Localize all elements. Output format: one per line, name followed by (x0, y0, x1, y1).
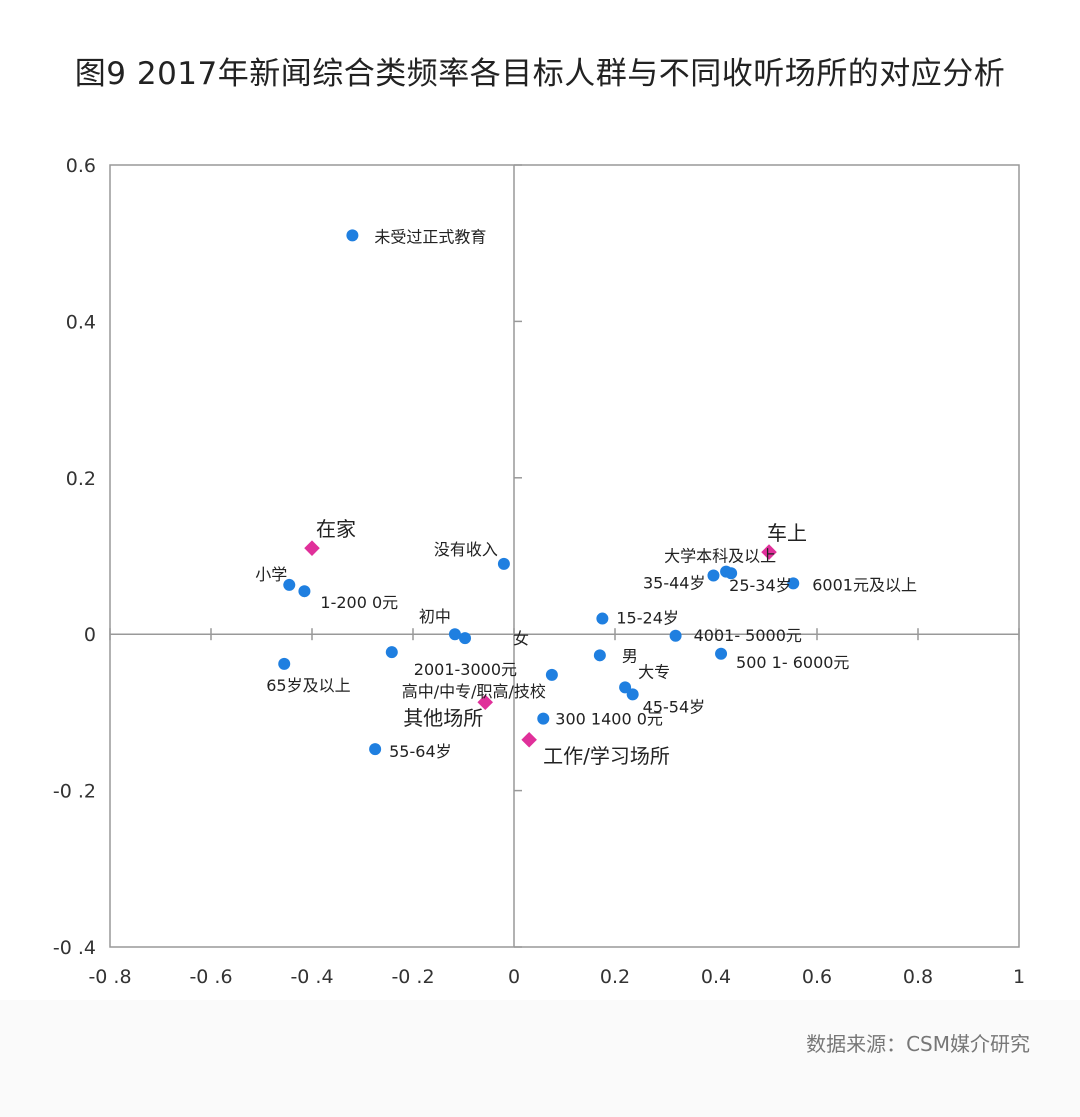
group-point (715, 647, 728, 660)
group-label: 300 1400 0元 (555, 710, 663, 729)
place-marker (304, 540, 320, 556)
group-label: 4001- 5000元 (694, 626, 802, 645)
x-tick-label: 0.8 (903, 966, 933, 988)
group-point (283, 578, 296, 591)
x-tick-label: -0 .8 (88, 966, 131, 988)
y-tick-label: 0.4 (66, 311, 96, 333)
group-label: 6001元及以上 (812, 575, 917, 594)
ticks-layer: -0 .8 -0 .6 -0 .4 -0 .2 0 0.2 0.4 0.6 0.8 1 -0 .4 -… (53, 155, 1025, 988)
group-label: 没有收入 (434, 540, 498, 559)
group-label: 小学 (255, 565, 287, 584)
place-label: 工作/学习场所 (543, 744, 670, 768)
group-label: 15-24岁 (616, 609, 679, 628)
place-marker (761, 544, 777, 560)
x-tick-label: -0 .4 (290, 966, 333, 988)
group-point (545, 668, 558, 681)
group-point (369, 743, 382, 756)
y-tick-label: -0 .4 (53, 937, 96, 959)
group-point (385, 646, 398, 659)
group-point (497, 557, 510, 570)
group-label: 1-200 0元 (320, 593, 398, 612)
group-label: 65岁及以上 (266, 676, 350, 695)
group-point (448, 628, 461, 641)
group-point (626, 688, 639, 701)
chart-title: 图9 2017年新闻综合类频率各目标人群与不同收听场所的对应分析 (74, 56, 1006, 92)
place-marker (521, 731, 537, 748)
place-label: 其他场所 (403, 706, 483, 730)
axes-layer (110, 165, 1019, 947)
x-tick-label: 0.4 (701, 966, 731, 988)
x-tick-label: -0 .2 (391, 966, 434, 988)
group-label: 女 (513, 629, 529, 648)
group-label: 2001-3000元 (414, 660, 517, 679)
data-source-note: 数据来源：CSM媒介研究 (806, 1032, 1030, 1056)
group-label: 男 (622, 646, 638, 665)
footer-band (0, 1000, 1080, 1117)
group-label: 初中 (419, 607, 451, 626)
group-label: 大专 (638, 662, 670, 681)
x-tick-label: 0.2 (600, 966, 630, 988)
group-label: 35-44岁 (643, 574, 706, 593)
y-tick-label: 0 (84, 624, 96, 646)
group-point (593, 649, 606, 662)
group-point (707, 569, 720, 582)
group-point (537, 712, 550, 725)
group-point (725, 567, 738, 580)
x-tick-label: -0 .6 (189, 966, 232, 988)
group-label: 高中/中专/职高/技校 (402, 682, 546, 701)
x-tick-label: 0 (508, 966, 520, 988)
x-tick-label: 0.6 (802, 966, 832, 988)
group-point (596, 612, 609, 625)
group-label: 500 1- 6000元 (736, 653, 849, 672)
group-label: 大学本科及以上 (664, 547, 776, 566)
group-point (459, 632, 472, 645)
x-tick-label: 1 (1013, 966, 1025, 988)
group-point (346, 229, 359, 242)
group-point (669, 629, 682, 642)
group-label: 未受过正式教育 (374, 227, 486, 246)
group-point (619, 681, 632, 694)
group-point (787, 577, 800, 590)
group-label: 55-64岁 (389, 742, 452, 761)
place-label: 在家 (316, 517, 356, 541)
points-layer (278, 229, 800, 756)
group-label: 25-34岁 (729, 576, 792, 595)
group-label: 45-54岁 (643, 697, 706, 716)
place-label: 车上 (767, 521, 807, 545)
group-point (298, 585, 311, 598)
y-tick-label: 0.6 (66, 155, 96, 177)
scatter-chart: -0 .8 -0 .6 -0 .4 -0 .2 0 0.2 0.4 0.6 0.8 1 -0 .4 -… (53, 155, 1025, 988)
y-tick-label: 0.2 (66, 468, 96, 490)
group-point (278, 657, 291, 670)
plot-frame (109, 164, 1020, 948)
y-tick-label: -0 .2 (53, 781, 96, 803)
